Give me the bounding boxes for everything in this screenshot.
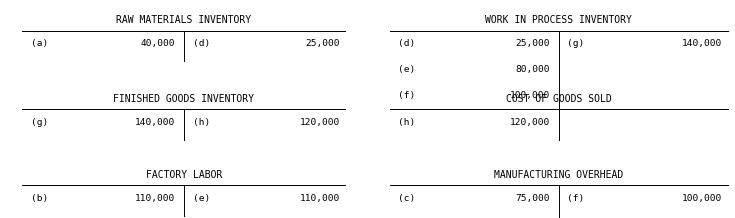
Text: (a): (a)	[31, 39, 48, 48]
Text: (h): (h)	[193, 118, 209, 127]
Text: 110,000: 110,000	[299, 194, 340, 203]
Text: FINISHED GOODS INVENTORY: FINISHED GOODS INVENTORY	[113, 94, 254, 104]
Text: 80,000: 80,000	[515, 65, 550, 74]
Text: 100,000: 100,000	[681, 194, 722, 203]
Text: 40,000: 40,000	[140, 39, 175, 48]
Text: (f): (f)	[567, 194, 584, 203]
Text: COST OF GOODS SOLD: COST OF GOODS SOLD	[506, 94, 612, 104]
Text: 100,000: 100,000	[509, 91, 550, 100]
Text: 25,000: 25,000	[515, 39, 550, 48]
Text: 75,000: 75,000	[515, 194, 550, 203]
Text: WORK IN PROCESS INVENTORY: WORK IN PROCESS INVENTORY	[485, 15, 632, 25]
Text: MANUFACTURING OVERHEAD: MANUFACTURING OVERHEAD	[494, 170, 623, 180]
Text: (g): (g)	[31, 118, 48, 127]
Text: 120,000: 120,000	[299, 118, 340, 127]
Text: (e): (e)	[193, 194, 209, 203]
Text: (f): (f)	[398, 91, 415, 100]
Text: 110,000: 110,000	[135, 194, 175, 203]
Text: (d): (d)	[398, 39, 415, 48]
Text: (g): (g)	[567, 39, 584, 48]
Text: (h): (h)	[398, 118, 415, 127]
Text: 120,000: 120,000	[509, 118, 550, 127]
Text: 140,000: 140,000	[681, 39, 722, 48]
Text: (c): (c)	[398, 194, 415, 203]
Text: 140,000: 140,000	[135, 118, 175, 127]
Text: (d): (d)	[193, 39, 209, 48]
Text: RAW MATERIALS INVENTORY: RAW MATERIALS INVENTORY	[116, 15, 251, 25]
Text: 25,000: 25,000	[305, 39, 340, 48]
Text: (b): (b)	[31, 194, 48, 203]
Text: FACTORY LABOR: FACTORY LABOR	[146, 170, 222, 180]
Text: (e): (e)	[398, 65, 415, 74]
